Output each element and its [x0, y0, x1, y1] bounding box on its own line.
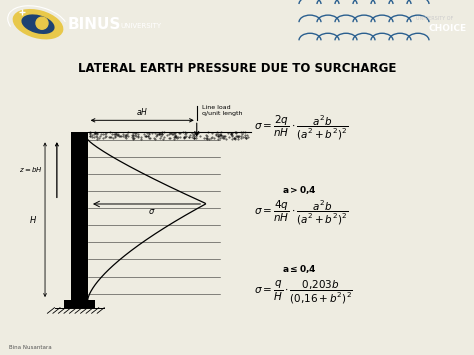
Text: $aH$: $aH$ [136, 106, 148, 117]
Bar [71, 132, 88, 300]
Text: $\mathbf{a > 0{,}4}$: $\mathbf{a > 0{,}4}$ [282, 184, 317, 196]
Text: $\sigma = \dfrac{4q}{nH} \cdot \dfrac{a^2b}{\left(a^2+b^2\right)^2}$: $\sigma = \dfrac{4q}{nH} \cdot \dfrac{a^… [254, 199, 348, 228]
Text: $\sigma = \dfrac{2q}{nH} \cdot \dfrac{a^2b}{\left(a^2+b^2\right)^2}$: $\sigma = \dfrac{2q}{nH} \cdot \dfrac{a^… [254, 114, 348, 142]
Text: $z = bH$: $z = bH$ [19, 165, 43, 174]
Text: $\sigma$: $\sigma$ [147, 207, 155, 216]
Text: BINUS: BINUS [68, 17, 121, 32]
Text: UNIVERSITY OF: UNIVERSITY OF [416, 16, 454, 21]
Ellipse shape [21, 14, 55, 34]
Text: CHOICE: CHOICE [429, 24, 467, 33]
Text: $\mathbf{a \leq 0{,}4}$: $\mathbf{a \leq 0{,}4}$ [282, 263, 317, 275]
Bar [64, 300, 95, 308]
Ellipse shape [13, 9, 64, 39]
Text: UNIVERSITY: UNIVERSITY [120, 23, 161, 29]
Text: Bina Nusantara: Bina Nusantara [9, 345, 52, 350]
Text: $\sigma = \dfrac{q}{H} \cdot \dfrac{0{,}203b}{\left(0{,}16+b^2\right)^2}$: $\sigma = \dfrac{q}{H} \cdot \dfrac{0{,}… [254, 279, 353, 306]
Text: Line load
q/unit length: Line load q/unit length [202, 104, 243, 116]
Text: LATERAL EARTH PRESSURE DUE TO SURCHARGE: LATERAL EARTH PRESSURE DUE TO SURCHARGE [78, 62, 396, 75]
Circle shape [36, 17, 48, 29]
Text: $H$: $H$ [29, 214, 37, 225]
